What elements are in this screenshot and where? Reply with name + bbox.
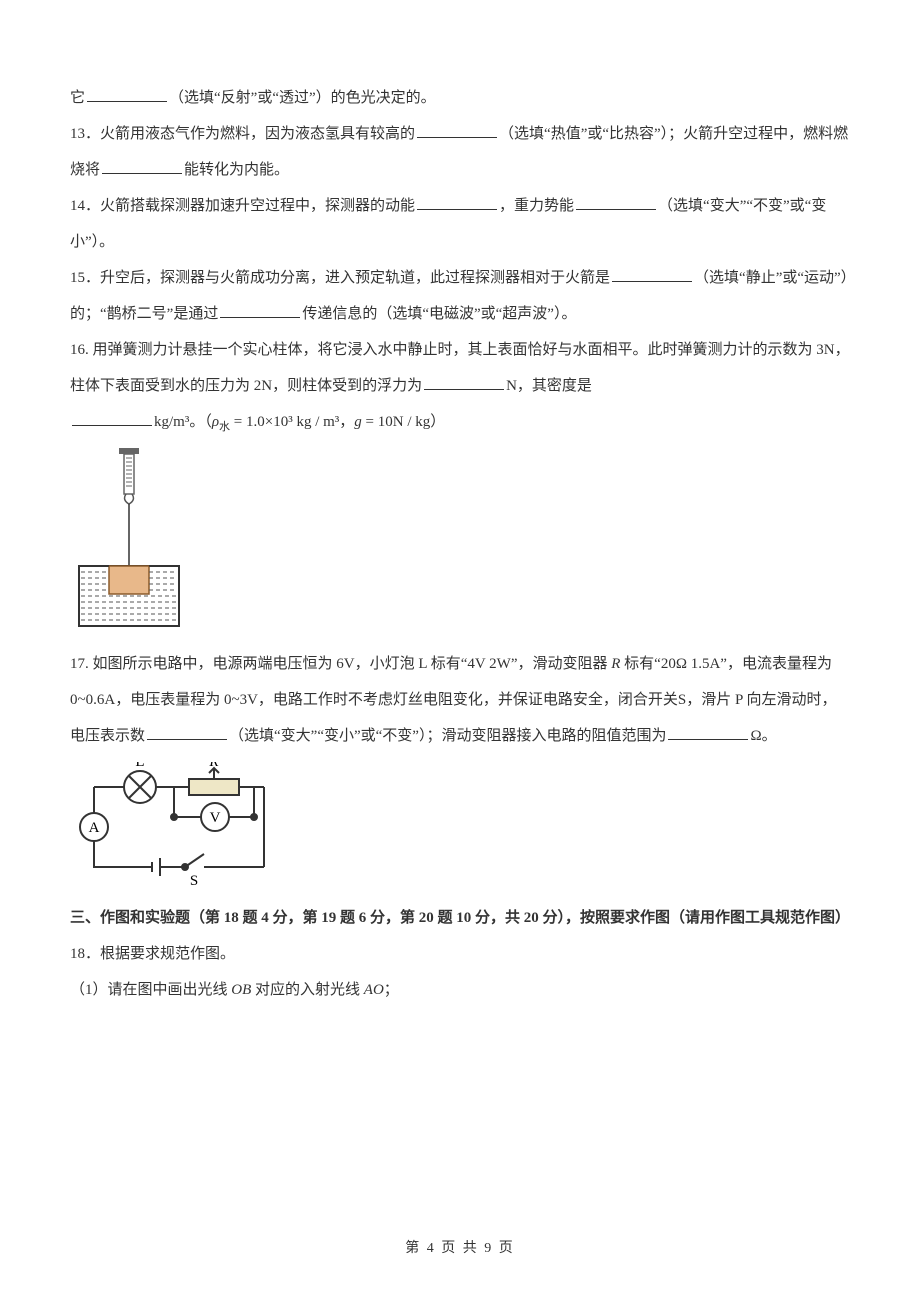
circuit-figure: L R A V S bbox=[74, 762, 274, 892]
q18-OB: OB bbox=[231, 982, 251, 998]
q14-seg2: ，重力势能 bbox=[499, 198, 574, 214]
q16: 16. 用弹簧测力计悬挂一个实心柱体，将它浸入水中静止时，其上表面恰好与水面相平… bbox=[70, 332, 850, 404]
q13-blank2[interactable] bbox=[102, 158, 182, 174]
q18-text: 根据要求规范作图。 bbox=[100, 946, 235, 962]
q17-seg1: 如图所示电路中，电源两端电压恒为 6V，小灯泡 L 标有“4V 2W”，滑动变阻… bbox=[93, 656, 612, 672]
q13-label: 13． bbox=[70, 126, 100, 142]
q14: 14．火箭搭载探测器加速升空过程中，探测器的动能，重力势能（选填“变大”“不变”… bbox=[70, 188, 850, 260]
q18-label: 18． bbox=[70, 946, 100, 962]
q16-eq: = 1.0×10³ kg / m³， bbox=[230, 414, 354, 430]
q16-g-eq: = 10N / kg bbox=[362, 414, 430, 430]
q15-seg1: 升空后，探测器与火箭成功分离，进入预定轨道，此过程探测器相对于火箭是 bbox=[100, 270, 610, 286]
q16-rho-sub: 水 bbox=[219, 421, 230, 433]
q16-seg3: kg/m³。（ bbox=[154, 414, 212, 430]
section-3-heading: 三、作图和实验题（第 18 题 4 分，第 19 题 6 分，第 20 题 10… bbox=[70, 900, 850, 936]
q15-label: 15． bbox=[70, 270, 100, 286]
q18-sub1: （1）请在图中画出光线 OB 对应的入射光线 AO； bbox=[70, 972, 850, 1008]
q17: 17. 如图所示电路中，电源两端电压恒为 6V，小灯泡 L 标有“4V 2W”，… bbox=[70, 646, 850, 754]
q12-continuation: 它 （选填“反射”或“透过”）的色光决定的。 bbox=[70, 80, 850, 116]
q12-prefix: 它 bbox=[70, 90, 85, 106]
q18-sub1-prefix: （1）请在图中画出光线 bbox=[70, 982, 231, 998]
q16-rho: ρ bbox=[212, 414, 219, 430]
q15: 15．升空后，探测器与火箭成功分离，进入预定轨道，此过程探测器相对于火箭是（选填… bbox=[70, 260, 850, 332]
q15-blank1[interactable] bbox=[612, 266, 692, 282]
q12-blank[interactable] bbox=[87, 86, 167, 102]
q13-blank1[interactable] bbox=[417, 122, 497, 138]
q16-label: 16. bbox=[70, 342, 93, 358]
circuit-label-S: S bbox=[190, 873, 198, 889]
q18-sub1c: ； bbox=[384, 982, 399, 998]
q17-seg2: （选填“变大”“变小”或“不变”）；滑动变阻器接入电路的阻值范围为 bbox=[229, 728, 666, 744]
q14-label: 14． bbox=[70, 198, 100, 214]
q18: 18．根据要求规范作图。 bbox=[70, 936, 850, 972]
q13-seg1: 火箭用液态气作为燃料，因为液态氢具有较高的 bbox=[100, 126, 415, 142]
spring-scale-figure bbox=[74, 448, 184, 638]
q12-rest: （选填“反射”或“透过”）的色光决定的。 bbox=[169, 90, 436, 106]
q16-line2: kg/m³。（ρ水 = 1.0×10³ kg / m³，g = 10N / kg… bbox=[70, 404, 850, 440]
circuit-label-V: V bbox=[210, 810, 221, 826]
circuit-label-R: R bbox=[208, 762, 218, 770]
q16-blank1[interactable] bbox=[424, 374, 504, 390]
q14-blank1[interactable] bbox=[417, 194, 497, 210]
q18-sub1b: 对应的入射光线 bbox=[251, 982, 364, 998]
q14-seg1: 火箭搭载探测器加速升空过程中，探测器的动能 bbox=[100, 198, 415, 214]
q17-blank2[interactable] bbox=[668, 724, 748, 740]
q16-seg2: N，其密度是 bbox=[506, 378, 592, 394]
q17-blank1[interactable] bbox=[147, 724, 227, 740]
circuit-label-L: L bbox=[135, 762, 144, 770]
page-footer: 第 4 页 共 9 页 bbox=[0, 1232, 920, 1266]
circuit-label-A: A bbox=[89, 820, 100, 836]
q16-g: g bbox=[354, 414, 362, 430]
q17-label: 17. bbox=[70, 656, 93, 672]
q18-AO: AO bbox=[364, 982, 384, 998]
q13-seg3: 能转化为内能。 bbox=[184, 162, 289, 178]
q14-blank2[interactable] bbox=[576, 194, 656, 210]
q17-seg3: Ω。 bbox=[750, 728, 776, 744]
q13: 13．火箭用液态气作为燃料，因为液态氢具有较高的（选填“热值”或“比热容”）；火… bbox=[70, 116, 850, 188]
q15-seg3: 传递信息的（选填“电磁波”或“超声波”）。 bbox=[302, 306, 576, 322]
q16-seg4: ） bbox=[430, 414, 445, 430]
q15-blank2[interactable] bbox=[220, 302, 300, 318]
q16-blank2[interactable] bbox=[72, 410, 152, 426]
